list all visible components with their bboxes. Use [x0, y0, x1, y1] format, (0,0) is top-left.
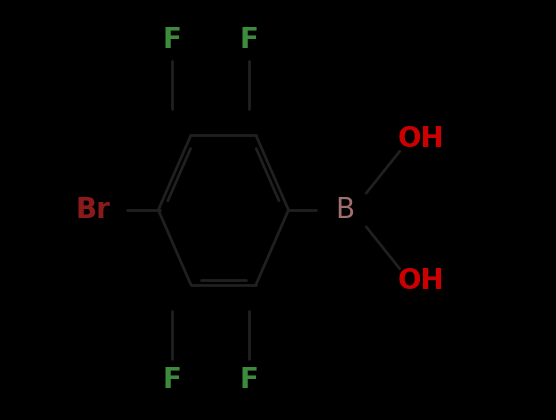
Text: F: F [239, 26, 258, 54]
Text: F: F [163, 366, 182, 394]
Text: B: B [336, 196, 355, 224]
Text: F: F [163, 26, 182, 54]
Text: OH: OH [398, 268, 444, 295]
Text: Br: Br [76, 196, 111, 224]
Text: F: F [239, 366, 258, 394]
Text: OH: OH [398, 125, 444, 152]
